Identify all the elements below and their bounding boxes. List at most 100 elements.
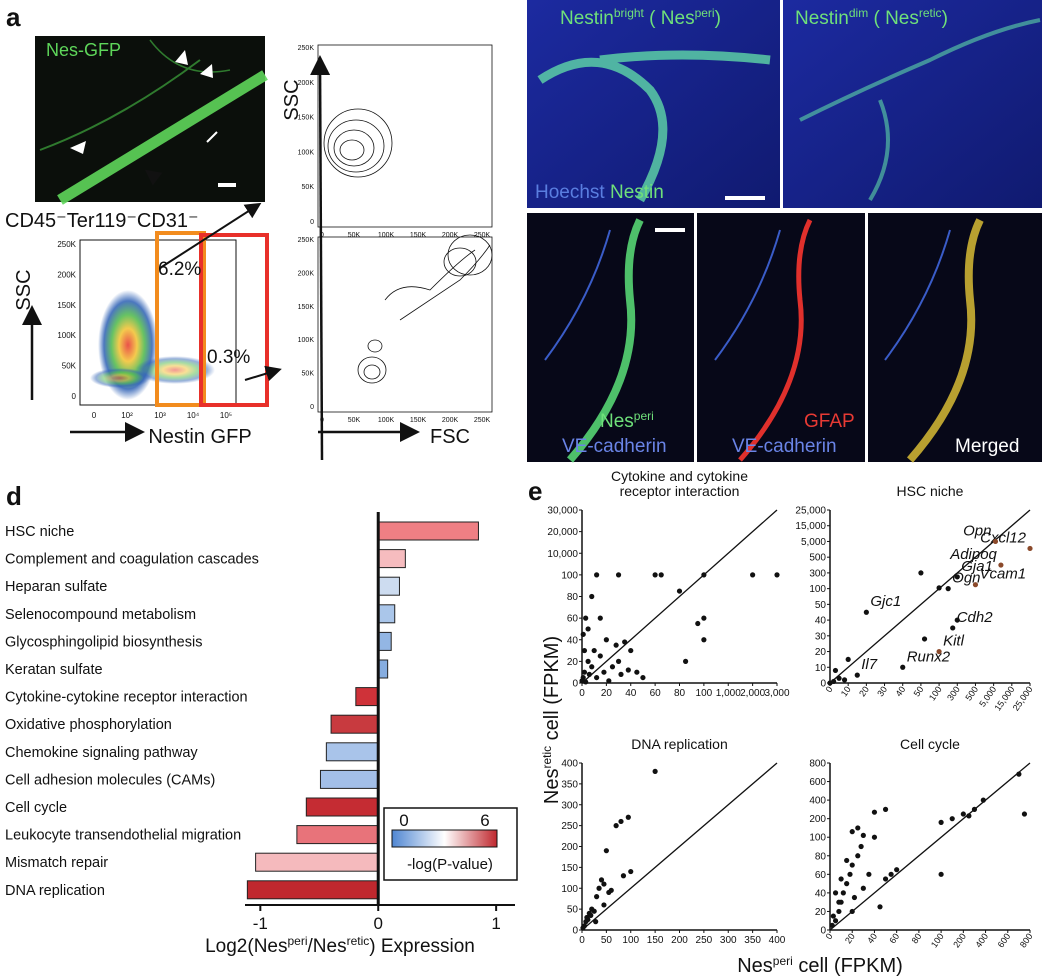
point [849, 862, 855, 868]
bar [246, 880, 379, 900]
y-tick-label: 60 [815, 870, 827, 881]
y-tick-label: 40 [815, 616, 827, 627]
point [1016, 771, 1022, 777]
point [625, 667, 631, 673]
point-label: Opn [963, 522, 991, 539]
y-tick-label: 80 [567, 592, 579, 603]
chart-title: HSC niche [897, 483, 964, 499]
y-tick-label: 0 [820, 926, 826, 937]
point [921, 636, 928, 642]
y-tick-label: 20 [567, 657, 579, 668]
y-tick-label: 200 [561, 842, 578, 853]
point [652, 572, 658, 578]
point [628, 647, 634, 654]
x-tick-label: 0 [320, 417, 324, 424]
y-tick-label: 10,000 [547, 549, 578, 560]
point [591, 647, 597, 654]
x-tick-label: 200 [951, 931, 968, 949]
bar [377, 631, 392, 651]
point [945, 586, 951, 592]
point [855, 825, 861, 831]
x-tick-label: 400 [769, 935, 786, 946]
category-label: Chemokine signaling pathway [5, 745, 198, 761]
point [774, 572, 780, 578]
point [601, 902, 607, 908]
image-label: Nestindim ( Nesretic) [795, 6, 948, 29]
axis-label: SSC [281, 79, 303, 120]
point-label: Runx2 [907, 648, 951, 665]
point [580, 674, 586, 681]
image-label: Merged [955, 436, 1019, 457]
point [858, 843, 864, 850]
colorbar-tick-label: 6 [480, 811, 489, 830]
y-tick-label: 400 [561, 759, 578, 770]
y-tick-label: 300 [561, 800, 578, 811]
x-tick-label: 40 [865, 931, 879, 945]
x-tick-label: 50 [601, 935, 613, 946]
panel-label: d [6, 481, 22, 511]
y-tick-label: 400 [809, 796, 826, 807]
point [701, 637, 707, 643]
point [596, 885, 602, 891]
point [832, 667, 839, 674]
bar [296, 825, 379, 845]
chart-title: Cell cycle [900, 736, 960, 752]
stain-label: Hoechst Nestin [535, 182, 664, 203]
category-label: Cell cycle [5, 800, 67, 816]
axis-label: Nesretic cell (FPKM) [540, 636, 563, 804]
point [980, 797, 986, 803]
y-tick-label: 200 [809, 814, 826, 825]
y-tick-label: 25,000 [795, 506, 826, 517]
point [882, 876, 889, 882]
y-tick-label: 50K [302, 371, 315, 378]
point [622, 639, 628, 645]
x-tick-label: 0 [373, 914, 382, 933]
point [938, 819, 944, 825]
y-tick-label: 100K [298, 337, 315, 344]
point [847, 871, 853, 877]
point [954, 617, 960, 623]
point [900, 664, 906, 670]
point [652, 768, 658, 774]
y-tick-label: 300 [809, 568, 826, 579]
bar [330, 714, 379, 734]
point [682, 658, 689, 664]
point [640, 674, 646, 681]
y-tick-label: 100K [298, 149, 315, 156]
x-tick-label: 50 [912, 684, 926, 698]
point [960, 811, 966, 817]
y-tick-label: 60 [567, 614, 579, 625]
category-label: Oxidative phosphorylation [5, 717, 172, 733]
y-tick-label: 30,000 [547, 506, 578, 517]
y-tick-label: 500 [809, 553, 826, 564]
y-tick-label: 30 [815, 631, 827, 642]
point [849, 908, 855, 915]
point [594, 894, 600, 900]
chart-title: DNA replication [631, 736, 728, 752]
microscopy-b [527, 0, 1042, 208]
point [701, 615, 707, 621]
point [634, 669, 640, 675]
y-tick-label: 100 [561, 884, 578, 895]
point [585, 658, 591, 664]
y-tick-label: 20 [815, 907, 827, 918]
category-label: Glycosphingolipid biosynthesis [5, 634, 202, 650]
x-tick-label: 100 [622, 935, 639, 946]
gate-percent: 6.2% [158, 259, 201, 280]
point [844, 881, 850, 887]
image-label: VE-cadherin [562, 436, 667, 457]
x-tick-label: 250K [474, 417, 491, 424]
point [871, 809, 878, 815]
point [750, 572, 756, 578]
contour-plots [310, 44, 493, 461]
category-label: Leukocyte transendothelial migration [5, 828, 241, 844]
x-tick-label: 40 [625, 688, 637, 699]
x-tick-label: 50K [348, 232, 361, 239]
point [618, 818, 624, 825]
point [581, 669, 588, 675]
point [831, 678, 837, 685]
y-tick-label: 50 [815, 600, 827, 611]
colorbar-tick-label: 0 [399, 811, 408, 830]
image-label: Nes-GFP [46, 40, 121, 60]
y-tick-label: 5,000 [801, 537, 826, 548]
